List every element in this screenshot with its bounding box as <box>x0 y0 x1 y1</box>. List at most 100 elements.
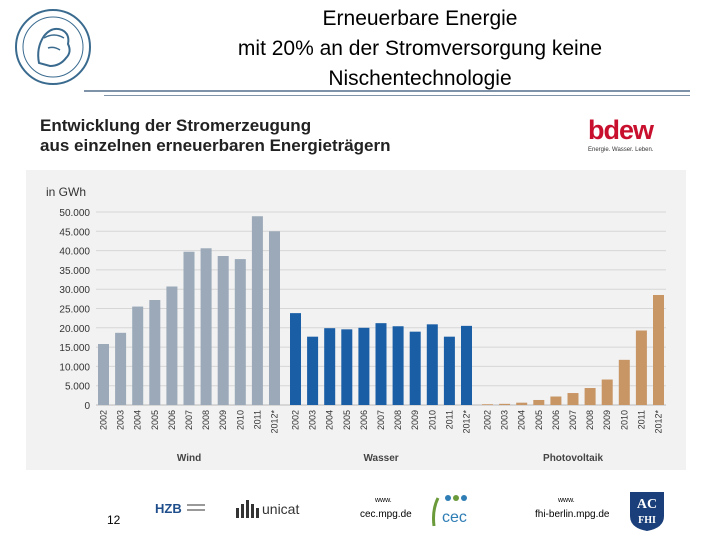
bar-wind-2004 <box>132 306 144 405</box>
x-tick-label: 2011 <box>252 410 262 429</box>
x-tick-label: 2008 <box>201 410 211 430</box>
chart-header-line-1: Entwicklung der Stromerzeugung <box>40 116 312 135</box>
bdew-logo: bdew Energie. Wasser. Leben. <box>588 115 654 153</box>
x-tick-label: 2002 <box>483 410 493 430</box>
x-tick-label: 2004 <box>517 410 527 430</box>
x-tick-label: 2012* <box>462 410 472 434</box>
bar-wind-2003 <box>115 332 127 405</box>
y-tick-label: 45.000 <box>59 227 90 238</box>
bar-wasser-2012 <box>461 325 472 405</box>
x-tick-label: 2012* <box>654 410 664 434</box>
x-tick-label: 2002 <box>291 410 301 430</box>
unicat-text: unicat <box>262 501 299 517</box>
x-tick-label: 2003 <box>308 410 318 430</box>
chart-header-line-2: aus einzelnen erneuerbaren Energieträger… <box>40 136 391 155</box>
cec-letters: cec <box>442 509 467 526</box>
bar-photovoltaik-2007 <box>567 393 579 405</box>
x-tick-label: 2006 <box>167 410 177 430</box>
bar-wind-2010 <box>234 259 246 405</box>
bar-wasser-2006 <box>358 327 370 405</box>
y-tick-label: 15.000 <box>59 343 90 354</box>
fhi-text: FHI <box>638 515 656 526</box>
y-ticks: 0 5.000 10.000 15.000 20.000 25.000 30.000 35.0… <box>59 208 90 412</box>
y-tick-label: 25.000 <box>59 305 90 316</box>
bar-photovoltaik-2008 <box>584 388 596 405</box>
bar-wind-2008 <box>200 248 212 405</box>
bar-wasser-2003 <box>307 336 319 405</box>
chart-header: Entwicklung der Stromerzeugung aus einze… <box>40 116 391 156</box>
series-label-wasser: Wasser <box>363 453 398 464</box>
title-line-2: mit 20% an der Stromversorgung keine <box>237 37 603 60</box>
bar-wind-2012 <box>269 231 280 405</box>
bar-wasser-2005 <box>341 329 353 405</box>
fhi-url-link[interactable]: fhi-berlin.mpg.de <box>535 509 610 520</box>
ac-fhi-logo: AC FHI <box>630 492 664 531</box>
bdew-wordmark: bdew <box>588 115 654 145</box>
bar-photovoltaik-2011 <box>635 330 647 405</box>
title-divider-thin <box>104 95 690 96</box>
x-tick-label: 2004 <box>325 410 335 430</box>
y-tick-label: 0 <box>84 401 90 412</box>
cec-url-link[interactable]: cec.mpg.de <box>360 509 412 520</box>
bar-wasser-2008 <box>392 326 404 405</box>
x-tick-label: 2005 <box>342 410 352 430</box>
bar-chart: in GWh 0 5.000 10.000 15.000 20.000 25.000 30.… <box>26 170 686 470</box>
x-tick-label: 2006 <box>551 410 561 430</box>
x-tick-label: 2007 <box>568 410 578 430</box>
x-tick-label: 2004 <box>133 410 143 430</box>
unicat-logo: unicat <box>236 500 299 518</box>
bar-photovoltaik-2004 <box>516 402 528 405</box>
series-label-photovoltaik: Photovoltaik <box>543 453 603 464</box>
bar-wasser-2007 <box>375 323 387 405</box>
y-tick-label: 5.000 <box>65 382 90 393</box>
x-tick-label: 2006 <box>359 410 369 430</box>
title-divider <box>84 90 690 92</box>
x-tick-label: 2008 <box>393 410 403 430</box>
x-tick-label: 2009 <box>218 410 228 430</box>
series-labels: Wind Wasser Photovoltaik <box>177 453 604 464</box>
bar-wind-2009 <box>217 256 229 405</box>
bar-wind-2006 <box>166 286 178 405</box>
x-tick-label: 2011 <box>636 410 646 429</box>
fhi-www: www. <box>558 497 575 504</box>
bar-photovoltaik-2010 <box>618 359 630 405</box>
hzb-logo: HZB <box>155 501 205 516</box>
title-line-1: Erneuerbare Energie <box>322 7 518 30</box>
y-tick-label: 40.000 <box>59 247 90 258</box>
title-line-3: Nischentechnologie <box>328 67 512 90</box>
slide-title: Erneuerbare Energie mit 20% an der Strom… <box>160 4 680 94</box>
series-label-wind: Wind <box>177 453 201 464</box>
bar-wasser-2010 <box>426 324 438 405</box>
x-tick-label: 2002 <box>99 410 109 430</box>
y-tick-label: 30.000 <box>59 285 90 296</box>
cec-www: www. <box>375 497 392 504</box>
hzb-text: HZB <box>155 501 182 516</box>
bar-wasser-2011 <box>443 336 455 405</box>
x-tick-label: 2009 <box>410 410 420 430</box>
max-planck-logo <box>15 9 91 85</box>
x-tick-label: 2003 <box>500 410 510 430</box>
bar-wind-2011 <box>251 216 263 405</box>
x-tick-label: 2010 <box>619 410 629 430</box>
ac-text: AC <box>637 497 657 512</box>
x-tick-label: 2005 <box>534 410 544 430</box>
bars <box>98 216 664 405</box>
x-tick-label: 2009 <box>602 410 612 430</box>
bar-wasser-2004 <box>324 328 336 405</box>
bar-wasser-2002 <box>290 313 301 405</box>
x-tick-label: 2003 <box>116 410 126 430</box>
bdew-tagline: Energie. Wasser. Leben. <box>588 147 654 153</box>
bar-wind-2002 <box>98 344 109 405</box>
page-number: 12 <box>107 513 121 527</box>
x-tick-label: 2010 <box>235 410 245 430</box>
bar-wasser-2009 <box>409 331 421 405</box>
cec-logo: cec <box>432 495 467 527</box>
bar-wind-2007 <box>183 251 195 405</box>
x-tick-label: 2012* <box>270 410 280 434</box>
bar-photovoltaik-2009 <box>601 379 613 405</box>
bar-photovoltaik-2003 <box>499 403 511 405</box>
bar-photovoltaik-2012 <box>653 294 664 405</box>
bar-photovoltaik-2002 <box>482 404 493 405</box>
x-tick-label: 2008 <box>585 410 595 430</box>
y-axis-label: in GWh <box>46 185 86 199</box>
